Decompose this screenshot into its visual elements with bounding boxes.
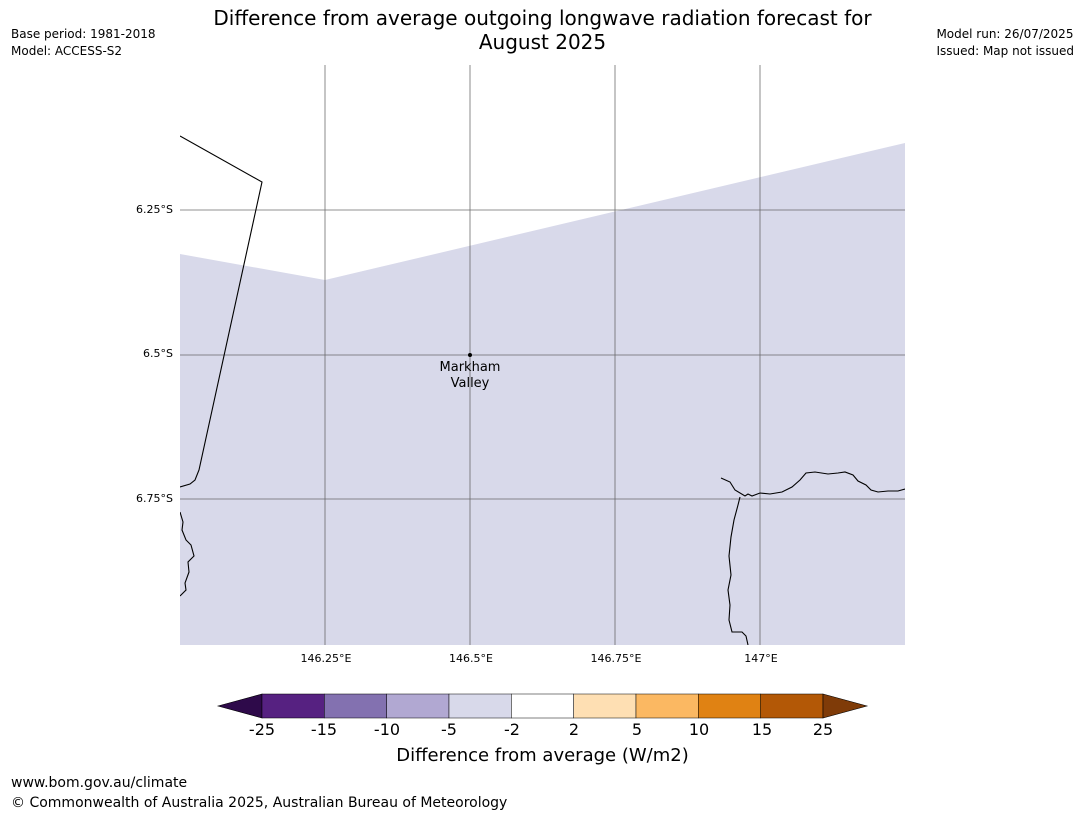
- lat-label: 6.5°S: [143, 347, 173, 360]
- colorbar-cell: [261, 693, 325, 719]
- lat-label: 6.25°S: [136, 203, 173, 216]
- markham-valley-marker[interactable]: [468, 353, 472, 357]
- colorbar-tick: -2: [504, 720, 520, 739]
- issued-text: Issued: Map not issued: [936, 44, 1074, 58]
- map-title-line1: Difference from average outgoing longwav…: [213, 6, 872, 30]
- base-period-text: Base period: 1981-2018: [11, 27, 156, 41]
- colorbar-tick: -5: [441, 720, 457, 739]
- colorbar-tick: 25: [812, 720, 834, 739]
- colorbar-cell: [635, 693, 699, 719]
- lon-label: 147°E: [744, 652, 778, 665]
- meta-left: Base period: 1981-2018 Model: ACCESS-S2: [11, 26, 156, 60]
- colorbar-tick: -25: [248, 720, 276, 739]
- model-run-text: Model run: 26/07/2025: [936, 27, 1074, 41]
- lon-label: 146.5°E: [449, 652, 493, 665]
- anomaly-shading: [180, 143, 905, 645]
- colorbar-over-arrow: [822, 693, 869, 719]
- colorbar-cell: [698, 693, 761, 719]
- place-label-line1: Markham: [439, 360, 501, 375]
- province-boundary: [180, 135, 263, 488]
- colorbar-tick: 2: [568, 720, 580, 739]
- colorbar-under-arrow: [216, 693, 263, 719]
- colorbar-cells: [261, 693, 824, 719]
- lat-label: 6.75°S: [136, 492, 173, 505]
- colorbar-label: Difference from average (W/m2): [396, 745, 689, 766]
- colorbar-cell: [386, 693, 450, 719]
- footer-url[interactable]: www.bom.gov.au/climate: [11, 775, 188, 791]
- colorbar-cell: [324, 693, 387, 719]
- colorbar-cell: [760, 693, 824, 719]
- meta-right: Model run: 26/07/2025 Issued: Map not is…: [936, 26, 1074, 60]
- map-title: Difference from average outgoing longwav…: [0, 6, 1085, 54]
- colorbar-cell: [573, 693, 637, 719]
- footer-copyright: © Commonwealth of Australia 2025, Austra…: [11, 795, 508, 811]
- place-label: Markham Valley: [420, 360, 520, 392]
- model-text: Model: ACCESS-S2: [11, 44, 123, 58]
- colorbar-cell: [511, 693, 574, 719]
- colorbar-tick: -15: [310, 720, 338, 739]
- coastline-west: [180, 511, 195, 597]
- lon-label: 146.25°E: [300, 652, 352, 665]
- map-title-line2: August 2025: [478, 30, 607, 54]
- colorbar-cell: [448, 693, 512, 719]
- river-coast-south: [727, 496, 749, 645]
- coastline-east: [720, 471, 905, 497]
- colorbar-tick: 10: [688, 720, 710, 739]
- colorbar-tick: -10: [373, 720, 401, 739]
- place-label-line2: Valley: [450, 376, 490, 391]
- colorbar-tick: 5: [631, 720, 643, 739]
- lon-label: 146.75°E: [590, 652, 642, 665]
- colorbar-tick: 15: [751, 720, 773, 739]
